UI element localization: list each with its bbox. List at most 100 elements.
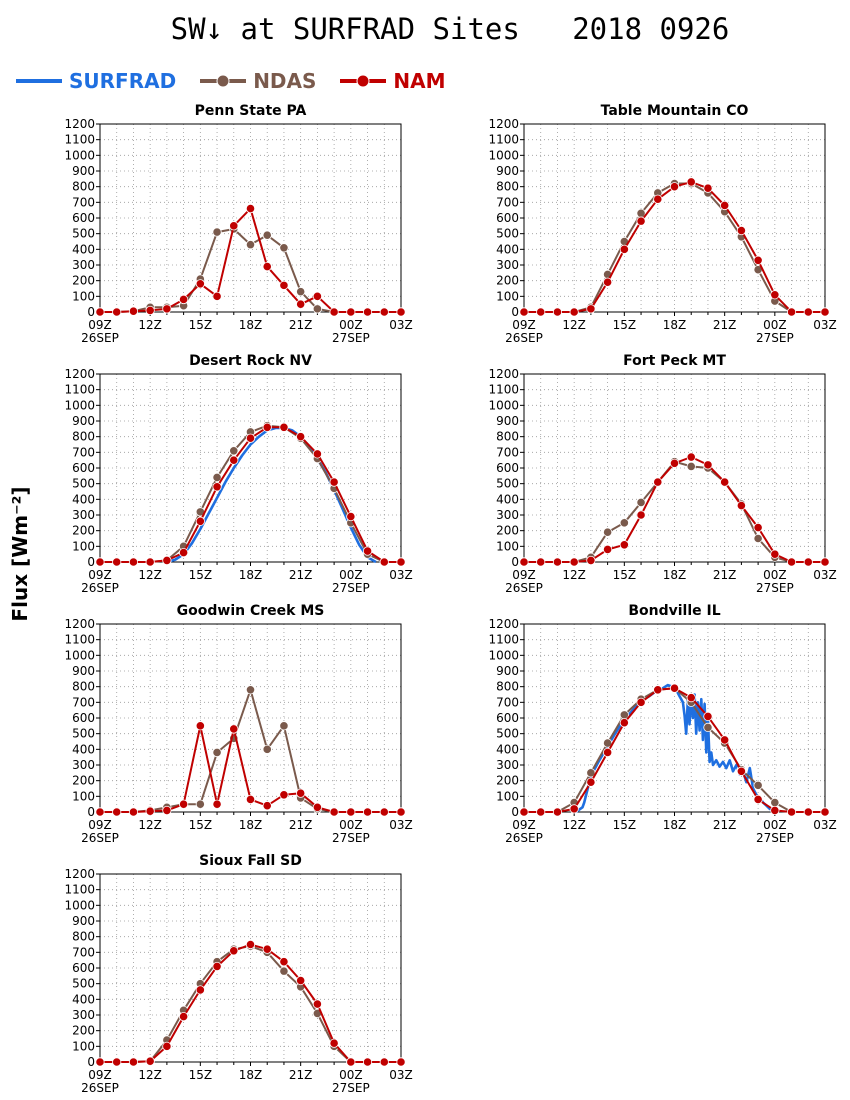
panel-title: Goodwin Creek MS (177, 603, 325, 619)
y-tick-label: 100 (496, 539, 519, 553)
data-point-nam (786, 307, 797, 317)
data-point-nam (820, 557, 830, 567)
data-point-nam (229, 221, 239, 231)
data-point-nam (396, 557, 406, 567)
data-point-nam (262, 944, 272, 954)
x-tick-label: 09Z (88, 818, 112, 832)
y-tick-label: 1000 (64, 398, 95, 412)
y-tick-label: 400 (72, 992, 95, 1006)
y-tick-label: 800 (72, 930, 95, 944)
data-point-nam (396, 807, 406, 817)
panel-title: Table Mountain CO (601, 103, 749, 119)
y-tick-label: 0 (511, 555, 519, 569)
data-point-nam (379, 557, 389, 567)
x-tick-label: 03Z (389, 1068, 413, 1082)
y-tick-label: 1100 (64, 633, 95, 647)
y-tick-label: 100 (72, 539, 95, 553)
y-tick-label: 1100 (488, 633, 519, 647)
data-point-nam (536, 557, 546, 567)
data-point-nam (736, 225, 746, 236)
data-point-nam (145, 557, 155, 567)
series-line-ndas (524, 687, 825, 813)
x-tick-label: 12Z (562, 568, 586, 582)
y-tick-label: 200 (72, 1024, 95, 1038)
data-point-nam (803, 807, 813, 817)
data-point-nam (362, 1057, 373, 1067)
data-point-nam (569, 804, 579, 814)
data-point-nam (245, 939, 256, 950)
data-point-nam (112, 1057, 122, 1067)
y-tick-label: 700 (496, 445, 519, 459)
x-tick-label: 18Z (663, 568, 687, 582)
data-point-nam (195, 516, 205, 526)
data-point-nam (279, 790, 289, 800)
x-tick-label: 21Z (289, 318, 313, 332)
data-point-nam (569, 557, 579, 567)
data-point-ndas (212, 747, 222, 758)
data-point-nam (653, 194, 663, 204)
y-tick-label: 300 (496, 758, 519, 772)
y-tick-label: 900 (496, 164, 519, 178)
legend-marker-ndas (216, 74, 230, 88)
panel-title: Penn State PA (195, 103, 307, 119)
data-point-nam (245, 204, 256, 214)
data-point-nam (128, 557, 139, 567)
data-point-nam (112, 307, 122, 317)
y-tick-label: 800 (496, 430, 519, 444)
data-point-nam (603, 277, 613, 287)
data-point-nam (703, 183, 713, 193)
legend-swatch-ndas (200, 74, 247, 88)
data-point-nam (569, 307, 579, 317)
data-point-nam (229, 724, 239, 734)
data-point-nam (179, 294, 189, 305)
y-tick-label: 900 (496, 664, 519, 678)
y-tick-label: 1200 (488, 617, 519, 631)
x-tick-label: 15Z (189, 818, 213, 832)
y-tick-label: 1200 (64, 117, 95, 131)
data-point-nam (128, 1057, 139, 1067)
data-point-nam (619, 244, 629, 254)
x-tick-label: 12Z (138, 1068, 162, 1082)
data-point-nam (346, 511, 356, 522)
data-point-nam (786, 557, 797, 567)
data-point-nam (636, 216, 646, 226)
y-tick-label: 500 (496, 727, 519, 741)
x-tick-label: 18Z (663, 818, 687, 832)
x-tick-label: 18Z (239, 318, 263, 332)
data-point-nam (362, 807, 373, 817)
x-tick-date-label: 27SEP (332, 581, 370, 595)
legend-label-nam: NAM (393, 69, 446, 93)
y-tick-label: 300 (496, 508, 519, 522)
y-tick-label: 900 (496, 414, 519, 428)
data-point-nam (753, 794, 763, 805)
data-point-nam (736, 500, 746, 511)
data-point-nam (636, 510, 646, 520)
x-tick-date-label: 26SEP (505, 331, 543, 345)
legend-swatch-surfrad (16, 79, 62, 83)
data-point-nam (95, 807, 105, 817)
data-point-nam (803, 307, 813, 317)
x-tick-label: 18Z (239, 1068, 263, 1082)
data-point-nam (753, 522, 763, 533)
data-point-nam (329, 307, 339, 317)
series-line-nam (524, 687, 825, 813)
data-point-nam (162, 805, 172, 816)
data-point-nam (720, 735, 730, 745)
data-point-ndas (262, 744, 272, 754)
series-line-ndas (100, 945, 401, 1063)
data-point-nam (296, 299, 306, 309)
x-tick-label: 03Z (813, 818, 837, 832)
data-point-nam (346, 307, 356, 317)
x-tick-date-label: 27SEP (756, 331, 794, 345)
data-point-nam (753, 255, 763, 265)
data-point-nam (379, 807, 389, 817)
y-tick-label: 1100 (64, 883, 95, 897)
data-point-nam (162, 555, 172, 566)
data-point-nam (396, 307, 406, 317)
panel-title: Desert Rock NV (189, 353, 312, 369)
data-point-nam (195, 985, 205, 995)
y-tick-label: 1100 (488, 383, 519, 397)
data-point-nam (653, 477, 663, 487)
